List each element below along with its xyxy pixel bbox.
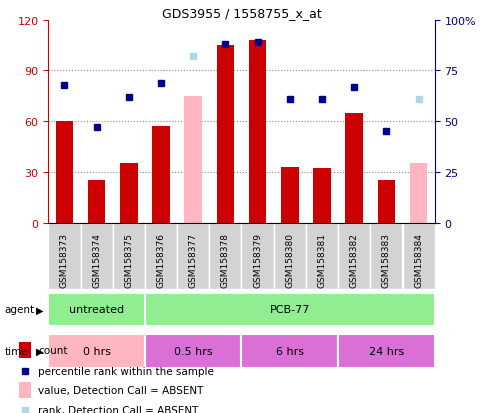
Bar <box>145 335 242 368</box>
Bar <box>209 223 242 289</box>
Bar <box>145 223 177 289</box>
Text: GSM158375: GSM158375 <box>124 233 133 288</box>
Text: GSM158382: GSM158382 <box>350 233 359 288</box>
Bar <box>48 335 145 368</box>
Text: GSM158381: GSM158381 <box>317 233 327 288</box>
Text: value, Detection Call = ABSENT: value, Detection Call = ABSENT <box>38 385 203 395</box>
Text: 0 hrs: 0 hrs <box>83 346 111 356</box>
Bar <box>19 342 31 358</box>
Text: time: time <box>5 346 28 356</box>
Bar <box>410 164 427 223</box>
Bar <box>338 335 435 368</box>
Bar <box>216 46 234 223</box>
Text: PCB-77: PCB-77 <box>270 305 310 315</box>
Bar <box>281 167 298 223</box>
Text: percentile rank within the sample: percentile rank within the sample <box>38 366 214 376</box>
Text: untreated: untreated <box>69 305 124 315</box>
Text: 6 hrs: 6 hrs <box>276 346 304 356</box>
Bar <box>402 223 435 289</box>
Text: ▶: ▶ <box>36 305 44 315</box>
Bar <box>274 223 306 289</box>
Bar <box>48 223 81 289</box>
Bar <box>19 382 31 399</box>
Text: count: count <box>38 345 68 355</box>
Text: GSM158373: GSM158373 <box>60 233 69 288</box>
Text: GSM158374: GSM158374 <box>92 233 101 288</box>
Bar <box>338 223 370 289</box>
Bar <box>145 293 435 326</box>
Bar <box>120 164 138 223</box>
Text: GSM158384: GSM158384 <box>414 233 423 288</box>
Bar <box>378 181 395 223</box>
Bar <box>185 97 202 223</box>
Text: GSM158376: GSM158376 <box>156 233 166 288</box>
Title: GDS3955 / 1558755_x_at: GDS3955 / 1558755_x_at <box>162 7 321 19</box>
Bar <box>370 223 402 289</box>
Bar <box>88 181 105 223</box>
Bar <box>242 223 274 289</box>
Text: agent: agent <box>5 305 35 315</box>
Text: GSM158379: GSM158379 <box>253 233 262 288</box>
Text: GSM158383: GSM158383 <box>382 233 391 288</box>
Bar <box>313 169 331 223</box>
Text: GSM158380: GSM158380 <box>285 233 294 288</box>
Bar <box>81 223 113 289</box>
Text: GSM158377: GSM158377 <box>189 233 198 288</box>
Text: rank, Detection Call = ABSENT: rank, Detection Call = ABSENT <box>38 405 199 413</box>
Bar <box>152 127 170 223</box>
Bar <box>345 114 363 223</box>
Bar <box>113 223 145 289</box>
Bar <box>306 223 338 289</box>
Text: ▶: ▶ <box>36 346 44 356</box>
Text: GSM158378: GSM158378 <box>221 233 230 288</box>
Bar <box>242 335 338 368</box>
Bar <box>177 223 209 289</box>
Bar <box>48 293 145 326</box>
Text: 0.5 hrs: 0.5 hrs <box>174 346 213 356</box>
Text: 24 hrs: 24 hrs <box>369 346 404 356</box>
Bar <box>56 122 73 223</box>
Bar <box>249 41 267 223</box>
